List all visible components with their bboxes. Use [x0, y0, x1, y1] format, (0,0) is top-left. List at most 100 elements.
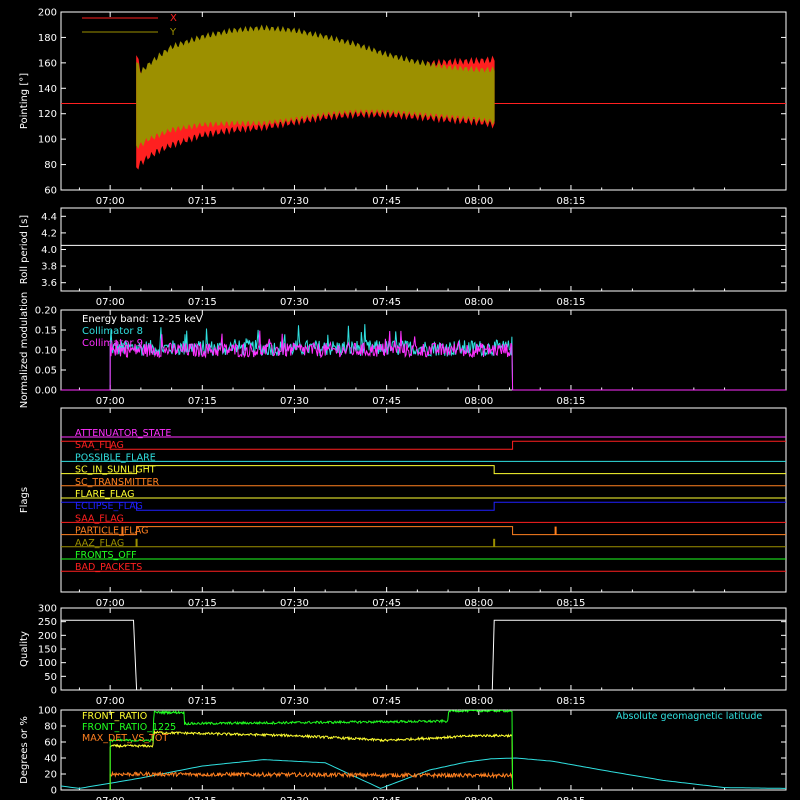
series-y-band [136, 24, 495, 149]
ratios-ytick-label: 40 [44, 754, 57, 765]
modulation-ytick-label: 0.05 [35, 366, 57, 377]
roll-xtick-label: 08:00 [464, 297, 493, 308]
pointing-xtick-label: 08:15 [557, 196, 586, 207]
ratios-ylabel: Degrees or % [19, 716, 30, 784]
roll-xtick-label: 07:00 [96, 297, 125, 308]
ratios-ytick-label: 80 [44, 722, 57, 733]
flag-label-saa-flag: SAA_FLAG [75, 440, 124, 451]
flag-label-eclipse-flag: ECLIPSE_FLAG [75, 501, 143, 512]
roll-xtick-label: 07:15 [188, 297, 217, 308]
flag-label-aaz-flag: AAZ_FLAG [75, 538, 124, 549]
roll-ytick-label: 4.0 [41, 245, 57, 256]
quality-xtick-label: 08:00 [464, 696, 493, 707]
flags-xtick-label: 07:00 [96, 598, 125, 609]
ratios-xtick-label: 07:45 [372, 796, 401, 800]
flags-xtick-label: 07:30 [280, 598, 309, 609]
ratios-xtick-label: 07:30 [280, 796, 309, 800]
ratios-xtick-label: 08:00 [464, 796, 493, 800]
flags-xtick-label: 08:15 [557, 598, 586, 609]
flags-xtick-label: 07:45 [372, 598, 401, 609]
modulation-ytick-label: 0.15 [35, 326, 57, 337]
roll-ytick-label: 3.6 [41, 278, 57, 289]
modulation-xtick-label: 07:00 [96, 396, 125, 407]
ratios-ytick-label: 20 [44, 770, 57, 781]
pointing-ytick-label: 140 [38, 84, 57, 95]
roll-xtick-label: 08:15 [557, 297, 586, 308]
legend-collimator-8: Collimator 8 [82, 326, 143, 337]
flag-label-attenuator-state: ATTENUATOR_STATE [75, 428, 171, 439]
ratios-ytick-label: 100 [38, 706, 57, 717]
series-max-det-vs-tot [109, 770, 514, 791]
legend-max-det-vs-tot: MAX_DET_VS_TOT [82, 733, 168, 744]
ratios-ytick-label: 0 [51, 786, 57, 797]
modulation-xtick-label: 07:15 [188, 396, 217, 407]
roll-ytick-label: 4.2 [41, 228, 57, 239]
quality-ytick-label: 150 [38, 645, 57, 656]
quality-ytick-label: 250 [38, 617, 57, 628]
pointing-ytick-label: 100 [38, 135, 57, 146]
pointing-xtick-label: 07:45 [372, 196, 401, 207]
modulation-panel: 0.00 0.05 0.10 0.15 0.20 07:00 07:15 07:30 07:45… [19, 292, 787, 409]
roll-axes-frame [60, 207, 787, 292]
series-collimator-9 [61, 330, 786, 391]
pointing-ytick-label: 60 [44, 186, 57, 197]
quality-ytick-label: 200 [38, 631, 57, 642]
quality-panel: 0 50 100 150 200 250 300 07:00 07:15 07:30 07:45 08… [19, 604, 787, 707]
quality-xtick-label: 07:30 [280, 696, 309, 707]
roll-xtick-label: 07:30 [280, 297, 309, 308]
pointing-ylabel: Pointing [°] [19, 73, 30, 129]
quality-xtick-label: 08:15 [557, 696, 586, 707]
flag-label-fronts-off: FRONTS_OFF [75, 550, 137, 561]
series-collimator-8 [61, 324, 786, 391]
flag-line-particle-flag [61, 526, 786, 536]
flag-label-possible-flare: POSSIBLE_FLARE [75, 452, 156, 463]
pointing-ytick-label: 160 [38, 58, 57, 69]
modulation-xtick-label: 08:00 [464, 396, 493, 407]
roll-xtick-label: 07:45 [372, 297, 401, 308]
legend-collimator-9: Collimator 9 [82, 338, 143, 349]
roll-ytick-label: 3.8 [41, 262, 57, 273]
quality-xtick-label: 07:45 [372, 696, 401, 707]
roll-ytick-label: 4.4 [41, 212, 57, 223]
flags-panel: 07:00 07:15 07:30 07:45 08:00 08:15 Flags ATTEN… [19, 407, 787, 609]
quality-ytick-label: 300 [38, 604, 57, 615]
pointing-ytick-label: 80 [44, 160, 57, 171]
pointing-xtick-label: 07:00 [96, 196, 125, 207]
series-front-ratio [109, 729, 514, 791]
modulation-ytick-label: 0.20 [35, 306, 57, 317]
quality-ylabel: Quality [19, 631, 30, 667]
quality-ytick-label: 100 [38, 658, 57, 669]
modulation-ytick-label: 0.00 [35, 386, 57, 397]
flags-ylabel: Flags [19, 487, 30, 513]
modulation-xtick-label: 07:45 [372, 396, 401, 407]
quality-line [61, 619, 786, 691]
energy-band-label: Energy band: 12-25 keV [82, 314, 203, 325]
legend-label-y: Y [169, 27, 177, 38]
roll-ylabel: Roll period [s] [19, 215, 30, 284]
modulation-ylabel: Normalized modulation [19, 292, 30, 409]
flag-line-eclipse-flag [61, 501, 786, 511]
ratios-panel: 0 20 40 60 80 100 07:00 07:15 07:30 07:45 08:00 08:… [19, 706, 787, 800]
pointing-xtick-label: 07:15 [188, 196, 217, 207]
flags-axes-frame [60, 407, 787, 593]
flag-label-sc-in-sunlight: SC_IN_SUNLIGHT [75, 465, 156, 476]
pointing-panel: 60 80 100 120 140 160 180 200 07:00 07:15 07:30 07:… [19, 8, 787, 207]
roll-panel: 3.6 3.8 4.0 4.2 4.4 07:00 07:15 07:30 07:45 08:00… [19, 207, 787, 308]
quality-xtick-label: 07:15 [188, 696, 217, 707]
flag-line-sc-in-sunlight [61, 465, 786, 475]
ratios-xtick-label: 07:15 [188, 796, 217, 800]
quality-ytick-label: 0 [51, 686, 57, 697]
pointing-axes-frame [60, 11, 787, 191]
geomagnetic-latitude-label: Absolute geomagnetic latitude [616, 711, 762, 722]
modulation-xtick-label: 07:30 [280, 396, 309, 407]
pointing-ytick-label: 120 [38, 109, 57, 120]
legend-front-ratio-1225: FRONT_RATIO_1225 [82, 722, 176, 733]
flag-label-particle-flag: PARTICLE_FLAG [75, 526, 148, 537]
pointing-ytick-label: 200 [38, 8, 57, 19]
pointing-xtick-label: 07:30 [280, 196, 309, 207]
legend-label-x: X [170, 13, 177, 24]
ratios-xtick-label: 07:00 [96, 796, 125, 800]
flags-xtick-label: 07:15 [188, 598, 217, 609]
flag-label-saa-flag: SAA_FLAG [75, 513, 124, 524]
